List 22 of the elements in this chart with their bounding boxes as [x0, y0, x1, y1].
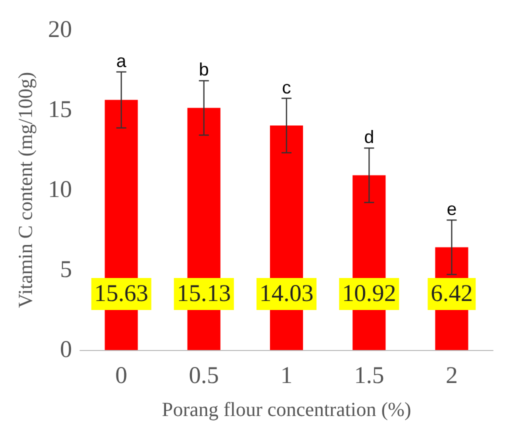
data-label: 15.63 [94, 281, 148, 307]
y-tick-label: 10 [48, 177, 72, 203]
annotation: a [116, 50, 128, 71]
y-tick-label: 0 [60, 337, 72, 363]
y-tick-label: 5 [60, 257, 72, 283]
annotation: c [282, 77, 291, 98]
y-tick-label: 20 [48, 17, 72, 43]
data-label: 15.13 [176, 281, 231, 307]
annotation: e [446, 199, 457, 220]
y-axis-title: Vitamin C content (mg/100g) [15, 72, 37, 308]
x-axis-title: Porang flour concentration (%) [162, 399, 412, 421]
x-tick-label: 1.5 [354, 363, 384, 389]
x-tick-label: 1 [280, 363, 292, 389]
data-label: 6.42 [430, 281, 473, 307]
data-label: 14.03 [260, 281, 314, 307]
x-tick-label: 0 [115, 363, 128, 389]
annotation: b [198, 60, 209, 80]
annotation: d [364, 127, 374, 148]
x-tick-label: 0.5 [188, 363, 219, 389]
y-tick-label: 15 [48, 97, 72, 123]
data-label: 10.92 [342, 281, 396, 307]
x-tick-label: 2 [446, 363, 458, 389]
